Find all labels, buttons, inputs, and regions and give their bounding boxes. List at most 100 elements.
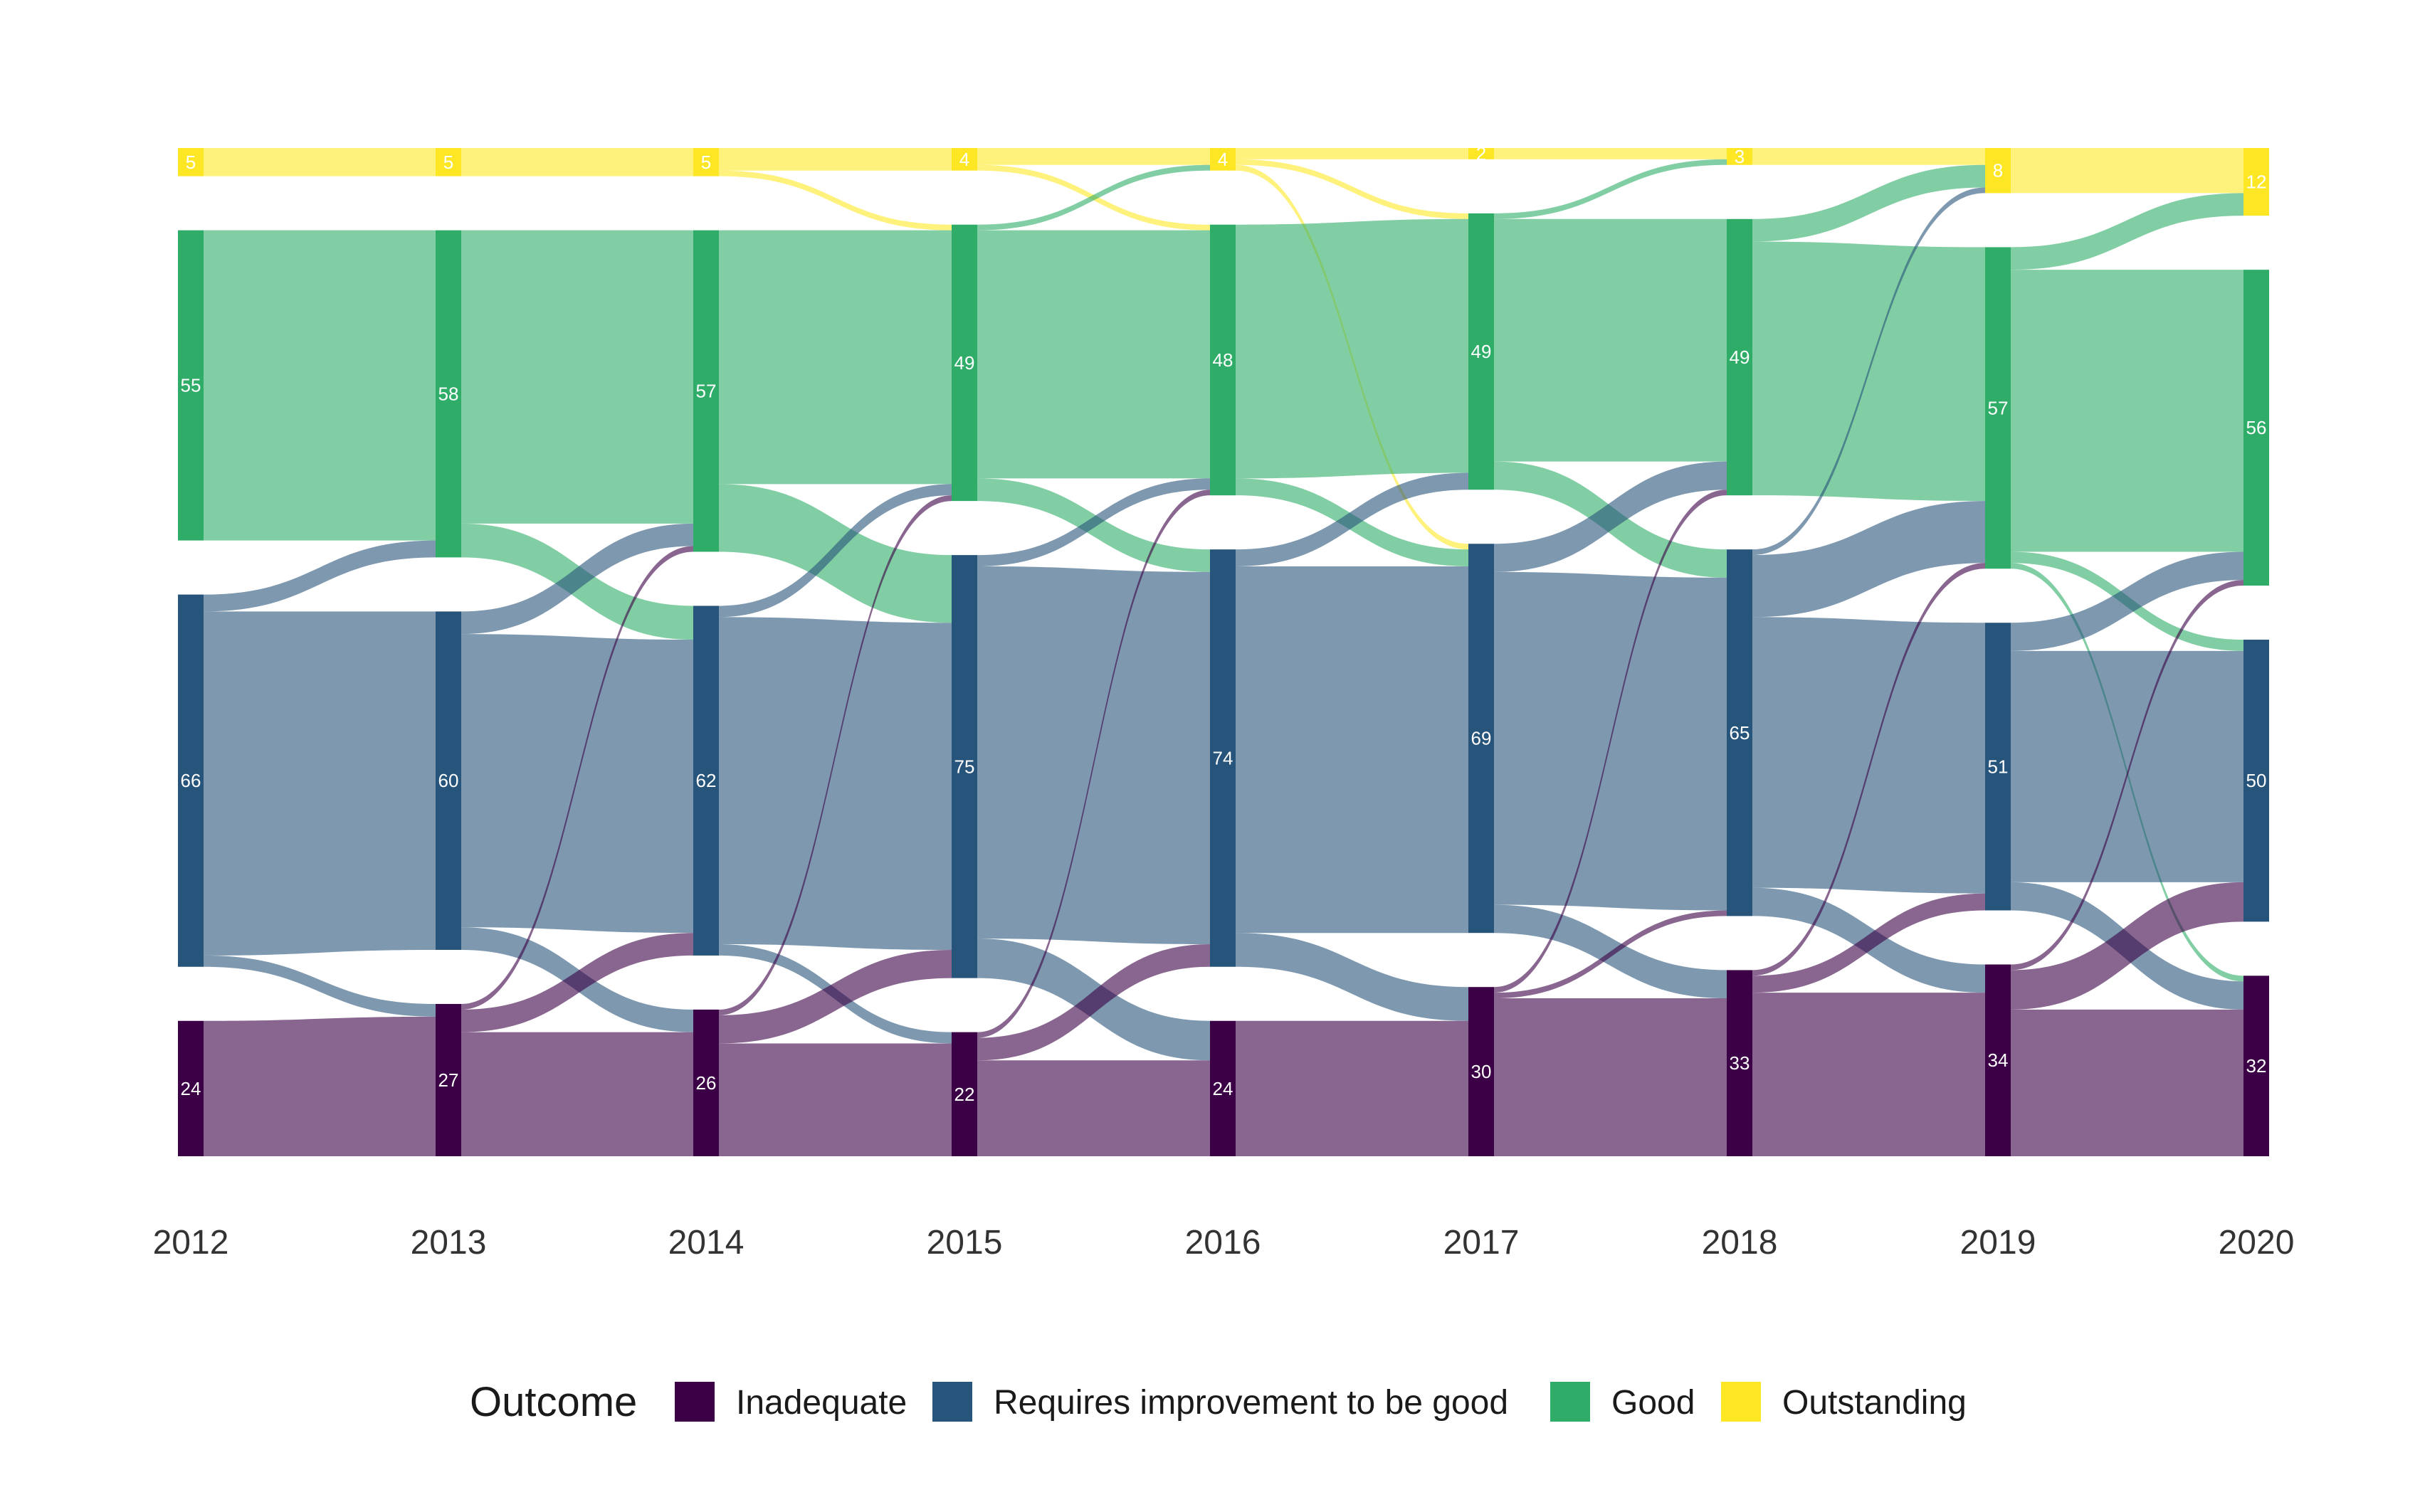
node-count-label: 5 (443, 152, 453, 173)
flow-2016-outstanding-to-good (1236, 159, 1468, 219)
flow-2015-good-to-good (977, 230, 1210, 479)
flow-2017-inadequate-to-good (1494, 490, 1727, 993)
flow-2015-inadequate-to-requires-improvement-to-be-good (977, 944, 1210, 1061)
node-count-label: 34 (1988, 1050, 2009, 1071)
node-2019-outstanding (1985, 148, 2011, 194)
legend-swatch-good (1550, 1382, 1590, 1422)
flow-2012-good-to-good (204, 230, 436, 541)
flow-2019-requires-improvement-to-be-good-to-requires-improvement-to-be-good (2011, 650, 2243, 882)
flow-2018-requires-improvement-to-be-good-to-requires-improvement-to-be-good (1752, 617, 1985, 894)
node-2016-outstanding (1210, 148, 1236, 171)
node-2014-outstanding (693, 148, 719, 176)
node-2018-good (1727, 218, 1752, 496)
node-2012-inadequate (178, 1020, 204, 1156)
node-2015-outstanding (952, 148, 977, 171)
node-2019-requires-improvement-to-be-good (1985, 623, 2011, 911)
flow-2012-requires-improvement-to-be-good-to-inadequate (204, 955, 436, 1017)
node-count-label: 60 (438, 770, 459, 791)
flow-2017-inadequate-to-requires-improvement-to-be-good (1494, 910, 1727, 999)
flow-2018-inadequate-to-good (1752, 563, 1985, 976)
node-count-label: 57 (696, 381, 717, 402)
node-count-label: 62 (696, 770, 717, 791)
flow-2019-inadequate-to-good (2011, 580, 2243, 971)
flow-2014-outstanding-to-good (719, 170, 952, 231)
node-2014-good (693, 230, 719, 552)
flow-2014-inadequate-to-good (719, 495, 952, 1015)
node-count-label: 30 (1471, 1061, 1492, 1082)
flow-2017-requires-improvement-to-be-good-to-good (1494, 461, 1727, 572)
node-2020-good (2243, 270, 2269, 586)
node-count-label: 49 (1730, 347, 1750, 368)
flow-2016-requires-improvement-to-be-good-to-requires-improvement-to-be-good (1236, 566, 1468, 934)
flow-2014-requires-improvement-to-be-good-to-good (719, 484, 952, 618)
node-2013-good (436, 230, 461, 558)
flow-2019-requires-improvement-to-be-good-to-good (2011, 551, 2243, 651)
legend-label-good: Good (1611, 1384, 1695, 1422)
flow-2016-requires-improvement-to-be-good-to-good (1236, 472, 1468, 566)
node-count-label: 33 (1730, 1052, 1750, 1074)
flow-2016-inadequate-to-inadequate (1236, 1020, 1468, 1156)
flow-2013-requires-improvement-to-be-good-to-good (461, 523, 693, 635)
legend-swatch-inadequate (675, 1382, 715, 1422)
node-2017-outstanding (1468, 148, 1494, 159)
node-2013-outstanding (436, 148, 461, 176)
node-count-label: 49 (1471, 341, 1492, 362)
legend-label-outstanding: Outstanding (1782, 1384, 1967, 1422)
flow-2013-inadequate-to-inadequate (461, 1032, 693, 1156)
flow-2017-good-to-outstanding (1494, 159, 1727, 219)
flow-2019-good-to-outstanding (2011, 193, 2243, 270)
node-count-label: 22 (954, 1084, 975, 1105)
node-count-label: 32 (2246, 1055, 2267, 1077)
legend-label-inadequate: Inadequate (736, 1384, 907, 1422)
node-count-label: 2 (1476, 143, 1486, 164)
flow-2012-inadequate-to-inadequate (204, 1016, 436, 1156)
year-label-2012: 2012 (153, 1224, 229, 1262)
node-count-label: 4 (959, 149, 969, 170)
flow-2017-outstanding-to-outstanding (1494, 148, 1727, 159)
flow-2015-outstanding-to-outstanding (977, 148, 1210, 165)
node-count-label: 75 (954, 756, 975, 777)
node-2014-inadequate (693, 1009, 719, 1156)
node-count-label: 3 (1735, 146, 1745, 167)
flow-2013-inadequate-to-requires-improvement-to-be-good (461, 933, 693, 1032)
node-count-label: 26 (696, 1072, 717, 1094)
node-2016-requires-improvement-to-be-good (1210, 549, 1236, 967)
flow-2015-inadequate-to-inadequate (977, 1060, 1210, 1156)
node-count-label: 24 (181, 1078, 201, 1099)
year-label-2017: 2017 (1443, 1224, 1520, 1262)
year-label-2014: 2014 (668, 1224, 745, 1262)
year-label-2020: 2020 (2219, 1224, 2295, 1262)
legend-label-requires-improvement-to-be-good: Requires improvement to be good (994, 1384, 1508, 1422)
node-2013-requires-improvement-to-be-good (436, 611, 461, 950)
node-count-label: 57 (1988, 397, 2009, 418)
node-count-label: 66 (181, 770, 201, 791)
flow-2016-outstanding-to-outstanding (1236, 148, 1468, 159)
flow-2014-requires-improvement-to-be-good-to-requires-improvement-to-be-good (719, 617, 952, 950)
flow-2015-inadequate-to-good (977, 490, 1210, 1038)
node-2013-inadequate (436, 1003, 461, 1156)
node-count-label: 27 (438, 1069, 459, 1091)
flow-2017-good-to-good (1494, 218, 1727, 462)
node-count-label: 74 (1213, 747, 1233, 768)
flow-2014-inadequate-to-inadequate (719, 1043, 952, 1156)
flow-2013-inadequate-to-good (461, 546, 693, 1010)
year-label-2019: 2019 (1960, 1224, 2036, 1262)
year-label-2016: 2016 (1185, 1224, 1261, 1262)
year-label-2018: 2018 (1702, 1224, 1778, 1262)
flow-2012-requires-improvement-to-be-good-to-requires-improvement-to-be-good (204, 611, 436, 956)
node-2018-outstanding (1727, 148, 1752, 165)
node-count-label: 12 (2246, 171, 2267, 193)
flow-2018-inadequate-to-requires-improvement-to-be-good (1752, 893, 1985, 993)
node-count-label: 65 (1730, 722, 1750, 744)
node-2017-inadequate (1468, 987, 1494, 1156)
flow-2017-inadequate-to-inadequate (1494, 998, 1727, 1156)
node-count-label: 55 (181, 375, 201, 396)
year-axis: 2012 2013 2014 2015 2016 2017 2018 2019 2020 (153, 1224, 2295, 1262)
node-2012-good (178, 230, 204, 541)
node-2015-good (952, 224, 977, 502)
node-2017-good (1468, 213, 1494, 490)
flow-2012-outstanding-to-outstanding (204, 148, 436, 176)
node-2014-requires-improvement-to-be-good (693, 606, 719, 956)
legend-swatch-requires-improvement-to-be-good (932, 1382, 972, 1422)
node-2020-inadequate (2243, 976, 2269, 1156)
